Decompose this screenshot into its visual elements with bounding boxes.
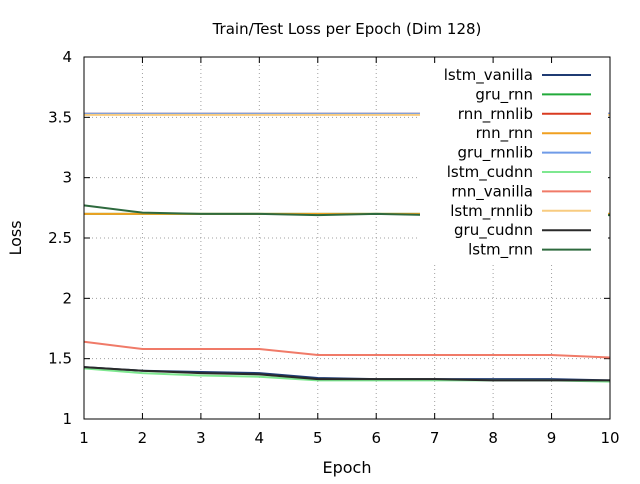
- y-tick-label: 1.5: [48, 350, 72, 368]
- y-tick-label: 3.5: [48, 108, 72, 126]
- legend-label-gru_rnnlib: gru_rnnlib: [458, 144, 533, 163]
- x-tick-label: 8: [488, 429, 498, 447]
- x-tick-label: 10: [600, 429, 619, 447]
- legend-label-rnn_rnnlib: rnn_rnnlib: [458, 105, 533, 124]
- y-tick-label: 2.5: [48, 229, 72, 247]
- series-line-gru_cudnn: [83, 366, 610, 382]
- x-tick-label: 9: [547, 429, 557, 447]
- y-tick-label: 4: [62, 48, 72, 66]
- y-tick-label: 1: [62, 410, 72, 428]
- legend-label-gru_rnn: gru_rnn: [475, 85, 533, 104]
- series-line-rnn_vanilla: [83, 340, 611, 359]
- legend-label-rnn_rnn: rnn_rnn: [476, 124, 533, 143]
- legend-label-lstm_rnn: lstm_rnn: [468, 241, 533, 260]
- legend: lstm_vanillagru_rnnrnn_rnnlibrnn_rnngru_…: [420, 63, 608, 263]
- x-tick-label: 1: [79, 429, 89, 447]
- y-tick-label: 3: [62, 169, 72, 187]
- y-axis-label: Loss: [6, 220, 25, 255]
- y-tick-label: 2: [62, 289, 72, 307]
- x-tick-label: 3: [196, 429, 206, 447]
- tick-layer: 1 2 3 4 5 6 7 8 9 10 1 1.5 2 2.5 3 3.5 4: [48, 48, 619, 447]
- x-tick-label: 5: [313, 429, 323, 447]
- plot-frame: [83, 56, 611, 420]
- x-axis-label: Epoch: [323, 458, 372, 477]
- legend-label-gru_cudnn: gru_cudnn: [454, 221, 533, 240]
- x-tick-label: 2: [138, 429, 148, 447]
- x-tick-label: 4: [255, 429, 265, 447]
- legend-label-lstm_vanilla: lstm_vanilla: [444, 66, 533, 85]
- x-tick-label: 6: [371, 429, 381, 447]
- legend-label-lstm_rnnlib: lstm_rnnlib: [450, 202, 533, 221]
- legend-label-lstm_cudnn: lstm_cudnn: [447, 163, 533, 182]
- x-tick-label: 7: [430, 429, 440, 447]
- legend-label-rnn_vanilla: rnn_vanilla: [451, 182, 533, 201]
- chart-title: Train/Test Loss per Epoch (Dim 128): [212, 20, 482, 38]
